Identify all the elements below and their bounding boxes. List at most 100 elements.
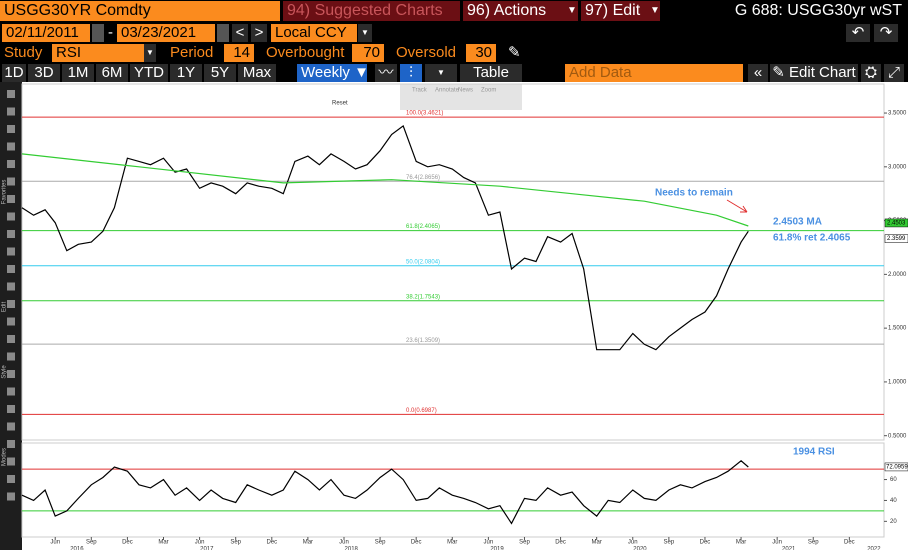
last-value-box <box>884 234 908 243</box>
y-tick-label: 40 <box>890 498 897 504</box>
dropdown-arrow[interactable]: ▼ <box>425 64 457 82</box>
tool-icon <box>7 387 15 396</box>
tool-icon <box>7 370 15 378</box>
last-value-label: 2.4503 <box>887 221 906 227</box>
overbought-field[interactable]: 70 <box>352 44 384 62</box>
period-button[interactable]: 1Y <box>170 64 202 82</box>
collapse-button[interactable]: « <box>748 64 768 82</box>
annotation: 2.4503 MA <box>773 217 822 228</box>
x-tick-label: Sep <box>86 540 97 546</box>
currency-field[interactable]: Local CCY <box>271 24 357 42</box>
last-value-box <box>884 462 908 472</box>
tool-label: Zoom <box>481 88 496 94</box>
expand-button[interactable]: ⤢ <box>884 64 904 82</box>
tool-icon <box>7 317 15 326</box>
y-tick-label: 20 <box>890 519 897 525</box>
bar-icon[interactable]: ⫶ <box>400 64 422 82</box>
x-tick-label: Dec <box>411 540 422 546</box>
calendar-icon[interactable] <box>217 24 229 42</box>
period-button[interactable]: 1D <box>2 64 26 82</box>
x-tick-label: Sep <box>664 540 675 546</box>
redo-button[interactable]: ↷ <box>874 24 898 42</box>
x-tick-label: Sep <box>375 540 386 546</box>
calendar-icon[interactable] <box>92 24 104 42</box>
series-line <box>21 124 749 351</box>
frequency-button[interactable]: Weekly ▼ <box>297 64 369 82</box>
tool-icon <box>7 282 15 291</box>
fib-label: 50.0(2.0804) <box>406 259 440 265</box>
period-field[interactable]: 14 <box>224 44 254 62</box>
dropdown-arrow: ▼ <box>563 1 578 21</box>
tool-icon <box>7 177 15 186</box>
edit-menu[interactable]: 97) Edit <box>581 1 646 21</box>
period-button[interactable]: YTD <box>130 64 168 82</box>
x-tick-label: Mar <box>303 540 313 546</box>
line-icon[interactable]: 〰 <box>375 64 397 82</box>
period-button[interactable]: 3D <box>28 64 60 82</box>
study-field[interactable]: RSI <box>52 44 144 62</box>
x-tick-label: Mar <box>447 540 457 546</box>
add-data-field[interactable]: Add Data <box>565 64 743 82</box>
undo-button[interactable]: ↶ <box>846 24 870 42</box>
x-tick-label: Sep <box>808 540 819 546</box>
last-value-label: 72.0959 <box>886 465 908 471</box>
dropdown-arrow[interactable]: ▼ <box>144 44 156 62</box>
year-label: 2016 <box>70 547 84 550</box>
overbought-label: Overbought <box>266 44 345 61</box>
period-button[interactable]: 1M <box>62 64 94 82</box>
period-button[interactable]: 6M <box>96 64 128 82</box>
annotation: Needs to remain <box>655 188 733 199</box>
tools-strip <box>400 84 522 110</box>
tool-icon <box>7 160 15 168</box>
next-button[interactable]: > <box>251 24 267 42</box>
year-label: 2017 <box>200 547 214 550</box>
chart-bg <box>0 82 908 550</box>
year-label: 2022 <box>867 547 881 550</box>
tool-icon <box>7 352 15 361</box>
dropdown-arrow: ▼ <box>646 1 660 21</box>
tool-icon <box>7 247 15 256</box>
tool-icon <box>7 335 15 343</box>
tool-icon <box>7 90 15 98</box>
security-field[interactable]: USGG30YR Comdty <box>0 1 280 21</box>
year-label: 2020 <box>633 547 647 550</box>
tool-icon <box>7 457 15 466</box>
edit-chart: Edit Chart <box>789 64 856 81</box>
x-tick-label: Dec <box>844 540 855 546</box>
fib-label: 0.0(0.6987) <box>406 408 437 414</box>
tool-label: Track <box>412 88 428 94</box>
y-tick-label: 1.5000 <box>888 326 907 332</box>
tool-icon <box>7 265 15 273</box>
x-tick-label: Jun <box>195 540 205 546</box>
period-button[interactable]: 5Y <box>204 64 236 82</box>
period-label: Period <box>170 44 214 61</box>
edit-chart-button[interactable]: ✎ Edit Chart <box>770 64 858 82</box>
end-date[interactable]: 03/23/2021 <box>117 24 215 42</box>
period-button[interactable]: Max <box>238 64 276 82</box>
tool-label: News <box>458 88 473 94</box>
actions-menu[interactable]: 96) Actions <box>463 1 563 21</box>
prev-button[interactable]: < <box>232 24 248 42</box>
dropdown-arrow[interactable]: ▼ <box>358 24 372 42</box>
side-label: Edit <box>2 302 8 313</box>
fib-label: 100.0(3.4621) <box>406 111 443 117</box>
x-tick-label: Dec <box>266 540 277 546</box>
start-date[interactable]: 02/11/2011 <box>2 24 90 42</box>
side-label: Modes <box>2 448 8 466</box>
tool-icon <box>7 405 15 413</box>
last-value-box <box>884 218 908 228</box>
y-tick-label: 3.5000 <box>888 111 907 117</box>
oversold-field[interactable]: 30 <box>466 44 496 62</box>
settings-button[interactable]: ⛭ <box>861 64 881 82</box>
tool-icon <box>7 212 15 221</box>
side-label: Style <box>2 365 8 379</box>
chart: Favorites Edit Style Modes Track AnnotateNews… <box>0 82 908 550</box>
tool-icon <box>7 195 15 203</box>
annotation-arrow <box>726 199 748 213</box>
table-button[interactable]: Table <box>460 64 522 82</box>
pencil-icon[interactable]: ✎ <box>508 44 521 61</box>
tool-icon <box>7 422 15 431</box>
suggested-charts[interactable]: 94) Suggested Charts <box>283 1 460 21</box>
fib-label: 23.6(1.3509) <box>406 338 440 344</box>
x-tick-label: Jun <box>484 540 494 546</box>
